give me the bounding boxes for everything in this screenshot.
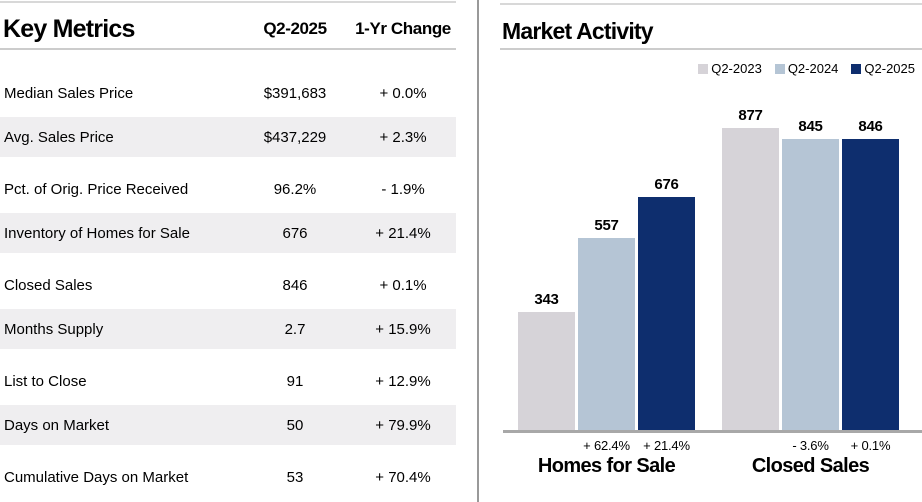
legend-item: Q2-2025 [851,61,915,76]
pct-change-label [722,438,779,453]
bar-column: 676 [638,176,695,430]
legend-label: Q2-2024 [787,61,839,76]
top-divider-line [500,3,922,5]
metric-label: Inventory of Homes for Sale [4,224,190,242]
bars-row: 343 557 676 [518,176,695,430]
metric-change: - 1.9% [381,180,425,198]
metric-change: + 21.4% [375,224,431,242]
x-axis-line [503,430,922,433]
metric-value: 846 [282,276,308,294]
pct-change-row: + 62.4% + 21.4% [518,438,695,453]
bar-value-label: 557 [594,217,619,234]
bar-value-label: 343 [534,291,559,308]
metric-value: 96.2% [273,180,317,198]
bar-column: 846 [842,118,899,430]
table-row: Median Sales Price $391,683 + 0.0% [0,69,456,117]
pct-change-label: - 3.6% [792,438,829,453]
market-activity-title: Market Activity [502,17,654,44]
vertical-divider [477,0,479,502]
legend-label: Q2-2025 [864,61,915,76]
group-label: Homes for Sale [537,455,676,477]
key-metrics-table: Median Sales Price $391,683 + 0.0% Avg. Sal… [0,69,456,501]
header-underline [500,48,922,50]
header-underline [0,48,456,50]
metric-label: List to Close [4,372,87,390]
metric-change: + 12.9% [375,372,431,390]
metric-change: + 0.1% [379,276,427,294]
metric-value: 50 [286,416,304,434]
legend-swatch-icon [698,63,709,74]
pct-change-label: + 62.4% [583,438,630,453]
legend-swatch-icon [774,63,785,74]
legend-item: Q2-2023 [698,61,762,76]
table-row: Inventory of Homes for Sale 676 + 21.4% [0,213,456,261]
top-divider-line [0,1,456,3]
metric-change: + 70.4% [375,468,431,486]
bar-value-label: 846 [858,118,883,135]
column-header-1yr-change: 1-Yr Change [355,19,451,38]
table-row: List to Close 91 + 12.9% [0,357,456,405]
metric-label: Months Supply [4,320,104,338]
group-label: Closed Sales [751,455,870,477]
bar-value-label: 676 [654,176,679,193]
bar-group: 343 557 676 + 62.4% + 21.4% Homes for Sale [518,0,695,502]
market-activity-header: Market Activity [500,12,922,50]
key-metrics-title: Key Metrics [3,14,135,43]
metric-label: Closed Sales [4,276,93,294]
pct-change-label [518,438,575,453]
metric-label: Cumulative Days on Market [4,468,189,486]
bar-column: 845 [782,118,839,430]
metric-value: 676 [282,224,308,242]
bar-chart: 343 557 676 + 62.4% + 21.4% Homes for Sale 877… [500,0,922,502]
metric-label: Days on Market [4,416,110,434]
metric-value: $391,683 [263,84,327,102]
metric-label: Median Sales Price [4,84,134,102]
bar-column: 877 [722,107,779,430]
table-row: Days on Market 50 + 79.9% [0,405,456,453]
table-row: Months Supply 2.7 + 15.9% [0,309,456,357]
metric-label: Pct. of Orig. Price Received [4,180,189,198]
bar-value-label: 877 [738,107,763,124]
market-activity-panel: Market Activity Q2-2023 Q2-2024 Q2-2025 34… [500,0,922,502]
pct-change-row: - 3.6% + 0.1% [722,438,899,453]
bar-group: 877 845 846 - 3.6% + 0.1% Closed Sales [722,0,899,502]
column-header-q2-2025: Q2-2025 [263,19,327,38]
legend-label: Q2-2023 [711,61,762,76]
legend-swatch-icon [851,63,862,74]
metric-change: + 15.9% [375,320,431,338]
chart-legend: Q2-2023 Q2-2024 Q2-2025 [698,61,915,76]
table-row: Avg. Sales Price $437,229 + 2.3% [0,117,456,165]
bar [842,139,899,430]
pct-change-label: + 0.1% [850,438,891,453]
table-row: Closed Sales 846 + 0.1% [0,261,456,309]
bar-column: 343 [518,291,575,430]
bar [722,128,779,430]
key-metrics-header: Key Metrics Q2-2025 1-Yr Change [0,10,456,48]
bar [638,197,695,430]
metric-change: + 79.9% [375,416,431,434]
legend-item: Q2-2024 [774,61,839,76]
bar [782,139,839,430]
bars-row: 877 845 846 [722,107,899,430]
key-metrics-panel: Key Metrics Q2-2025 1-Yr Change Median S… [0,0,456,502]
bar-column: 557 [578,217,635,430]
bar [518,312,575,430]
metric-value: $437,229 [263,128,327,146]
metric-change: + 0.0% [379,84,427,102]
bar-value-label: 845 [798,118,823,135]
metric-value: 2.7 [284,320,306,338]
pct-change-label: + 21.4% [643,438,690,453]
metric-value: 91 [286,372,304,390]
metric-label: Avg. Sales Price [4,128,114,146]
table-row: Pct. of Orig. Price Received 96.2% - 1.9% [0,165,456,213]
bar [578,238,635,430]
metric-change: + 2.3% [379,128,427,146]
table-row: Cumulative Days on Market 53 + 70.4% [0,453,456,501]
metric-value: 53 [286,468,304,486]
